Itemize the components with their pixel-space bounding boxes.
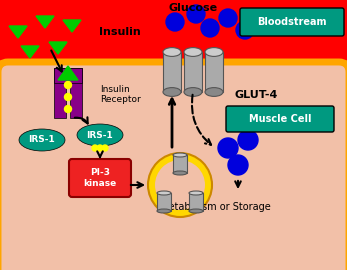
FancyBboxPatch shape xyxy=(69,159,131,197)
Ellipse shape xyxy=(173,153,187,157)
Text: IRS-1: IRS-1 xyxy=(87,130,113,140)
Ellipse shape xyxy=(163,48,181,56)
Ellipse shape xyxy=(189,191,203,195)
Ellipse shape xyxy=(173,171,187,175)
Polygon shape xyxy=(49,42,67,54)
FancyBboxPatch shape xyxy=(0,62,347,270)
Bar xyxy=(157,193,171,211)
Circle shape xyxy=(166,13,184,31)
Text: GLUT-4: GLUT-4 xyxy=(235,90,278,100)
Text: Insulin
Receptor: Insulin Receptor xyxy=(100,85,141,104)
Circle shape xyxy=(236,21,254,39)
Bar xyxy=(163,52,181,92)
Polygon shape xyxy=(9,26,27,38)
Bar xyxy=(189,193,203,211)
Circle shape xyxy=(92,145,98,151)
Ellipse shape xyxy=(189,209,203,213)
Circle shape xyxy=(187,5,205,23)
Polygon shape xyxy=(58,66,78,80)
Ellipse shape xyxy=(163,87,181,96)
Bar xyxy=(173,155,187,173)
Circle shape xyxy=(155,160,205,210)
Ellipse shape xyxy=(157,191,171,195)
FancyBboxPatch shape xyxy=(240,8,344,36)
Circle shape xyxy=(219,9,237,27)
Bar xyxy=(184,52,202,92)
Ellipse shape xyxy=(205,48,223,56)
Circle shape xyxy=(65,106,71,113)
Text: PI-3
kinase: PI-3 kinase xyxy=(83,168,117,188)
Ellipse shape xyxy=(184,87,202,96)
Ellipse shape xyxy=(205,87,223,96)
Circle shape xyxy=(201,19,219,37)
Circle shape xyxy=(238,130,258,150)
Text: IRS-1: IRS-1 xyxy=(28,136,56,144)
Text: Metabolism or Storage: Metabolism or Storage xyxy=(160,202,270,212)
Text: Bloodstream: Bloodstream xyxy=(257,17,327,27)
Bar xyxy=(70,68,82,118)
Ellipse shape xyxy=(157,209,171,213)
Bar xyxy=(0,0,347,75)
Circle shape xyxy=(65,93,71,100)
Circle shape xyxy=(97,145,103,151)
Bar xyxy=(0,75,347,270)
Polygon shape xyxy=(21,46,39,58)
Text: Muscle Cell: Muscle Cell xyxy=(249,114,311,124)
Bar xyxy=(54,68,82,83)
Text: Insulin: Insulin xyxy=(99,27,141,37)
Polygon shape xyxy=(36,16,54,28)
Circle shape xyxy=(228,155,248,175)
Bar xyxy=(54,68,66,118)
FancyBboxPatch shape xyxy=(226,106,334,132)
Ellipse shape xyxy=(184,48,202,56)
Circle shape xyxy=(102,145,108,151)
Bar xyxy=(205,52,223,92)
Circle shape xyxy=(65,82,71,89)
Circle shape xyxy=(148,153,212,217)
Ellipse shape xyxy=(77,124,123,146)
Polygon shape xyxy=(63,20,81,32)
Circle shape xyxy=(218,138,238,158)
Ellipse shape xyxy=(19,129,65,151)
Text: Glucose: Glucose xyxy=(168,3,218,13)
